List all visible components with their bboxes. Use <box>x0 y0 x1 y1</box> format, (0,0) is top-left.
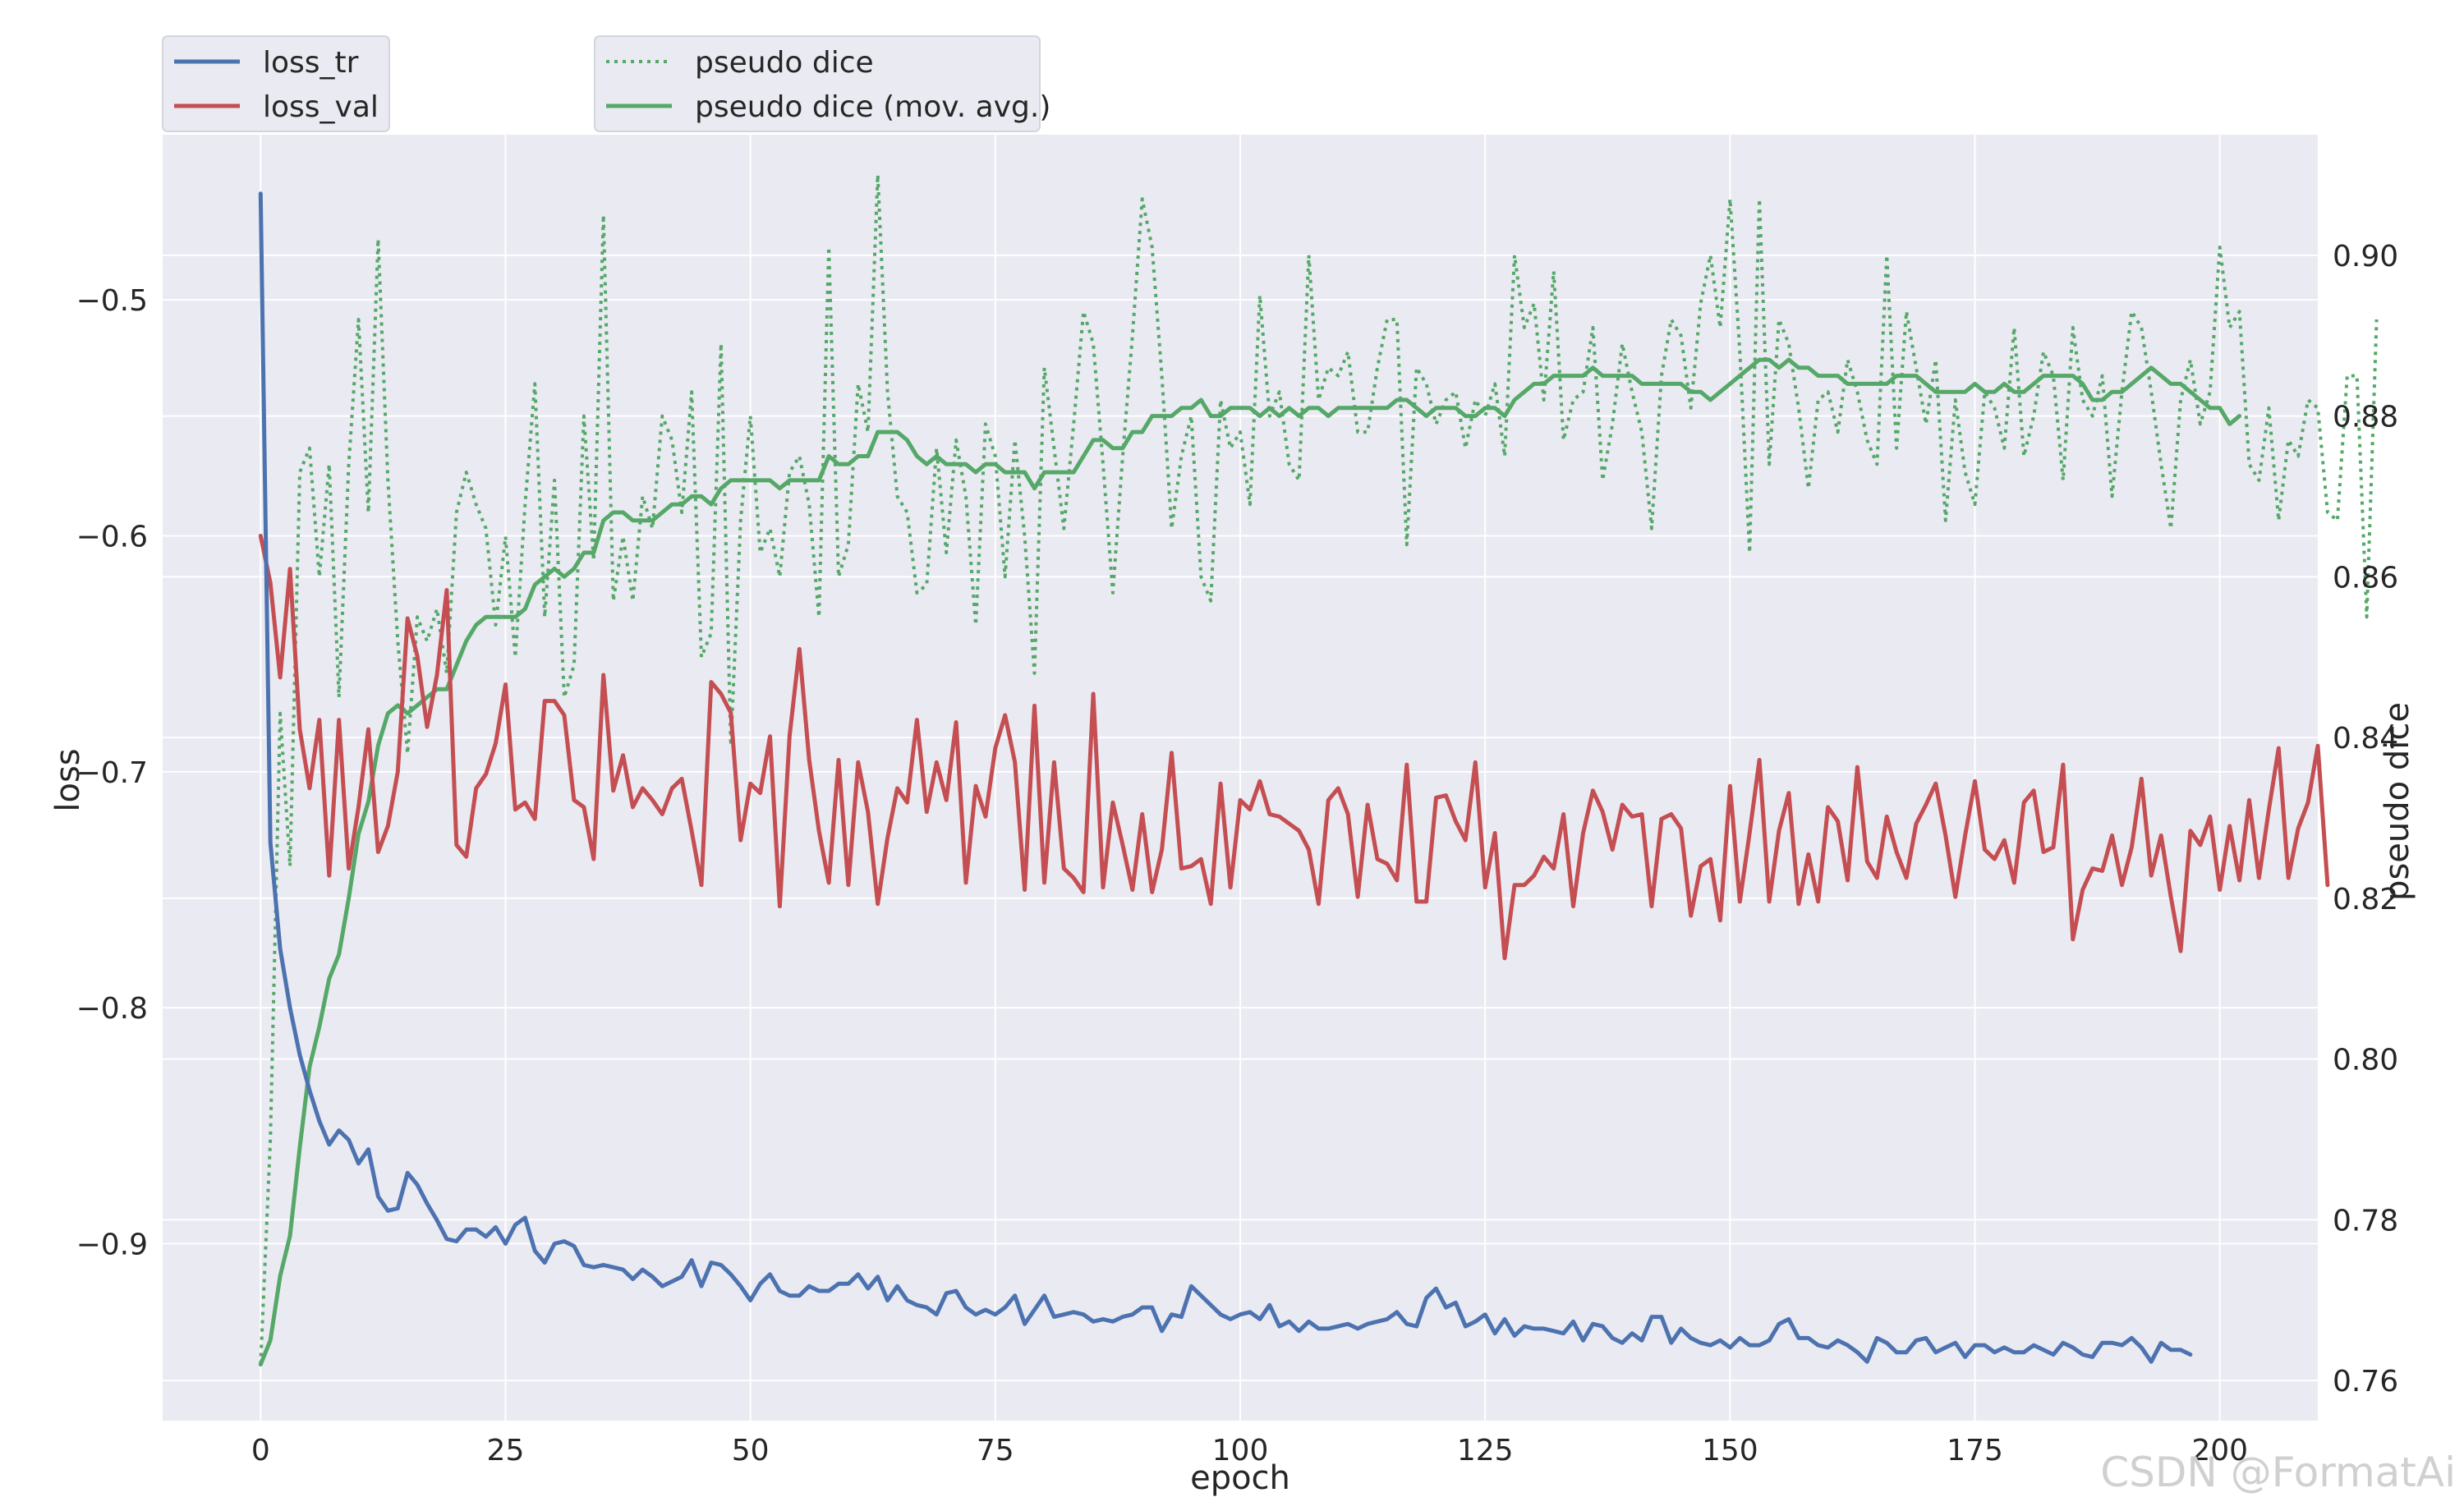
x-tick-label: 50 <box>732 1434 770 1467</box>
legend-loss: loss_tr loss_val <box>162 35 390 132</box>
legend-label-pseudo-dice: pseudo dice <box>695 46 874 80</box>
x-axis-ticks: 0 25 50 75 100 125 150 175 200 <box>251 1434 2248 1467</box>
x-tick-label: 150 <box>1702 1434 1758 1467</box>
x-tick-label: 75 <box>977 1434 1014 1467</box>
right-y-tick-label: 0.78 <box>2333 1204 2398 1238</box>
right-y-tick-label: 0.82 <box>2333 883 2398 916</box>
right-y-tick-label: 0.84 <box>2333 722 2398 756</box>
legend-dice-box <box>594 35 1041 132</box>
right-y-tick-label: 0.86 <box>2333 561 2398 595</box>
x-axis-label: epoch <box>1190 1459 1290 1497</box>
x-tick-label: 175 <box>1947 1434 2003 1467</box>
left-y-tick-label: −0.6 <box>76 520 148 553</box>
legend-dice: pseudo dice pseudo dice (mov. avg.) <box>594 35 1050 132</box>
left-y-axis-label: loss <box>49 748 87 811</box>
x-tick-label: 200 <box>2191 1434 2248 1467</box>
right-y-axis-label: pseudo dice <box>2379 702 2416 901</box>
grid-lines <box>163 135 2318 1421</box>
right-y-axis-ticks: 0.76 0.78 0.80 0.82 0.84 0.86 0.88 0.90 <box>2333 240 2398 1398</box>
legend-label-loss-tr: loss_tr <box>263 46 359 80</box>
x-tick-label: 125 <box>1457 1434 1514 1467</box>
left-y-tick-label: −0.9 <box>76 1228 148 1261</box>
legend-label-pseudo-dice-mov-avg: pseudo dice (mov. avg.) <box>695 90 1050 124</box>
x-tick-label: 25 <box>487 1434 525 1467</box>
x-tick-label: 0 <box>251 1434 270 1467</box>
x-tick-label: 100 <box>1212 1434 1269 1467</box>
right-y-tick-label: 0.90 <box>2333 240 2398 273</box>
series-line-pseudo-dice-mov-avg <box>258 357 2242 1366</box>
right-y-tick-label: 0.80 <box>2333 1044 2398 1077</box>
right-y-tick-label: 0.76 <box>2333 1365 2398 1398</box>
series-line-loss-val <box>258 534 2330 961</box>
left-y-axis-ticks: −0.9 −0.8 −0.7 −0.6 −0.5 <box>76 284 148 1261</box>
right-y-tick-label: 0.88 <box>2333 401 2398 434</box>
legend-label-loss-val: loss_val <box>263 90 379 124</box>
watermark: CSDN @FormatAi <box>2100 1449 2456 1496</box>
left-y-tick-label: −0.8 <box>76 992 148 1026</box>
series-line-loss-tr <box>258 191 2193 1364</box>
left-y-tick-label: −0.7 <box>76 756 148 790</box>
series-layer <box>258 172 2379 1366</box>
left-y-tick-label: −0.5 <box>76 284 148 318</box>
